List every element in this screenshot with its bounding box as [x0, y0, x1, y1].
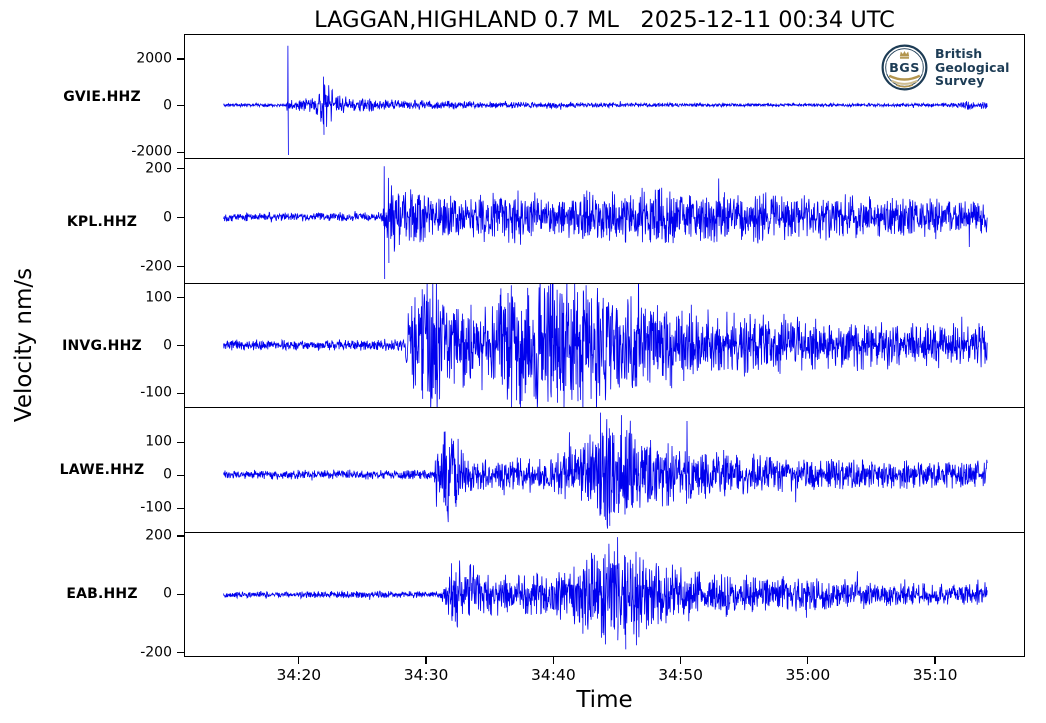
- y-tick-label: 2000: [136, 50, 172, 67]
- x-tick-mark: [298, 657, 300, 664]
- y-tick-mark: [177, 441, 184, 444]
- waveform-trace-KPL.HHZ: [223, 166, 988, 280]
- x-tick-mark: [552, 657, 554, 664]
- waveform-trace-INVG.HHZ: [223, 283, 988, 408]
- bgs-logo: BGS British Geological Survey: [881, 44, 1010, 91]
- y-tick-mark: [177, 392, 184, 395]
- bgs-logo-abbr: BGS: [889, 61, 920, 76]
- x-tick-mark: [679, 657, 682, 664]
- x-tick-label: 34:20: [276, 666, 322, 684]
- y-tick-label: 200: [145, 527, 172, 544]
- y-tick-mark: [177, 474, 184, 476]
- y-tick-label: -100: [140, 385, 172, 402]
- chart-title: LAGGAN,HIGHLAND 0.7 ML 2025-12-11 00:34 …: [314, 7, 895, 33]
- y-tick-mark: [177, 593, 184, 595]
- y-tick-mark: [177, 168, 184, 170]
- y-tick-label: 0: [163, 586, 172, 603]
- waveform-trace-GVIE.HHZ: [223, 45, 988, 156]
- y-tick-label: -2000: [131, 143, 172, 160]
- channel-label-GVIE.HHZ: GVIE.HHZ: [63, 89, 141, 106]
- bgs-logo-text: British Geological Survey: [935, 47, 1010, 88]
- seismogram-pane-KPL.HHZ: [185, 159, 1024, 284]
- y-tick-label: 200: [145, 160, 172, 177]
- y-tick-mark: [177, 507, 184, 509]
- y-tick-mark: [177, 266, 184, 268]
- bgs-logo-text-line: Geological: [935, 59, 1010, 75]
- y-tick-mark: [177, 535, 184, 537]
- x-tick-mark: [425, 657, 427, 664]
- seismogram-pane-GVIE.HHZ: [185, 35, 1024, 160]
- y-tick-mark: [177, 217, 184, 219]
- x-axis-label: Time: [576, 687, 633, 713]
- bgs-logo-text-line: Survey: [935, 73, 985, 89]
- y-tick-mark: [177, 297, 184, 299]
- y-tick-label: 0: [163, 467, 172, 484]
- y-tick-mark: [177, 151, 184, 153]
- waveform-trace-LAWE.HHZ: [223, 412, 988, 529]
- waveform-path-KPL.HHZ: [223, 166, 988, 280]
- y-tick-label: 100: [145, 434, 172, 451]
- y-tick-mark: [177, 58, 184, 60]
- seismogram-pane-LAWE.HHZ: [185, 408, 1024, 533]
- x-tick-mark: [807, 657, 809, 664]
- waveform-path-LAWE.HHZ: [223, 412, 988, 529]
- waveform-path-INVG.HHZ: [223, 283, 988, 408]
- y-tick-label: -100: [140, 499, 172, 516]
- furrows-icon: [888, 74, 921, 88]
- seismogram-pane-INVG.HHZ: [185, 283, 1024, 409]
- channel-label-LAWE.HHZ: LAWE.HHZ: [59, 462, 145, 479]
- y-tick-label: -200: [140, 644, 172, 661]
- bgs-logo-text-line: British: [935, 45, 983, 61]
- plot-area: [184, 34, 1025, 657]
- y-axis-label: Velocity nm/s: [11, 267, 37, 423]
- channel-label-INVG.HHZ: INVG.HHZ: [62, 338, 142, 355]
- y-tick-label: 0: [163, 209, 172, 226]
- y-tick-mark: [177, 651, 184, 654]
- x-tick-label: 35:00: [785, 666, 831, 684]
- x-tick-label: 34:40: [531, 666, 576, 684]
- crown-icon: [899, 50, 910, 59]
- y-tick-mark: [177, 104, 184, 107]
- waveform-trace-EAB.HHZ: [223, 536, 988, 650]
- y-tick-label: 0: [163, 337, 172, 354]
- x-tick-label: 34:50: [658, 666, 703, 684]
- waveform-path-EAB.HHZ: [223, 536, 988, 650]
- bgs-logo-circle-icon: BGS: [881, 44, 928, 91]
- waveform-path-GVIE.HHZ: [223, 45, 988, 156]
- channel-label-KPL.HHZ: KPL.HHZ: [66, 213, 138, 230]
- x-tick-label: 35:10: [912, 666, 958, 684]
- x-tick-label: 34:30: [403, 666, 449, 684]
- channel-label-EAB.HHZ: EAB.HHZ: [66, 586, 138, 603]
- y-tick-label: 100: [145, 289, 172, 306]
- seismogram-pane-EAB.HHZ: [185, 533, 1024, 656]
- y-tick-label: -200: [140, 258, 172, 275]
- y-tick-label: 0: [163, 97, 172, 114]
- y-tick-mark: [177, 344, 184, 347]
- x-tick-mark: [934, 657, 936, 664]
